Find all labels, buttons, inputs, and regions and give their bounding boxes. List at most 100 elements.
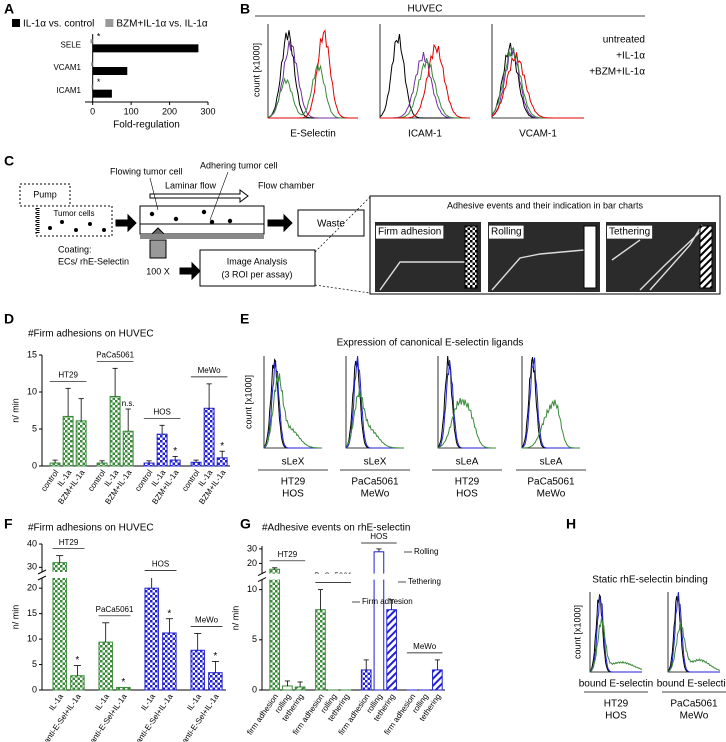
histogram-curve <box>667 622 721 672</box>
histogram-curve <box>589 595 642 673</box>
histogram-curve <box>263 358 322 449</box>
bar <box>52 562 67 691</box>
break-mark <box>37 575 47 581</box>
y-tick-label: 10 <box>247 584 257 594</box>
panel-title: Static rhE-selectin binding <box>592 575 708 586</box>
y-axis-label: n/ min <box>10 398 20 423</box>
label: Adhesive events and their indication in … <box>447 200 644 210</box>
bar <box>98 641 113 691</box>
y-axis-label: count [x1000] <box>572 605 582 659</box>
group-label: HT29 <box>278 550 298 559</box>
bar <box>208 672 223 691</box>
legend-label: +BZM+IL-1α <box>589 67 645 78</box>
panel-label: H <box>566 516 576 532</box>
event-key <box>583 225 597 289</box>
break-mark <box>37 569 47 575</box>
y-tick-label: 15 <box>27 608 37 618</box>
annotation: Tethering <box>408 577 441 586</box>
histogram-curve <box>437 359 496 449</box>
legend-swatch <box>105 19 114 27</box>
bar <box>91 84 93 89</box>
event-label-bg <box>376 225 444 239</box>
y-axis-label: count [x1000] <box>243 375 253 429</box>
bar <box>190 461 202 467</box>
analysis-box <box>199 249 316 287</box>
x-tick-label: 100 <box>124 106 139 116</box>
bar <box>92 89 112 98</box>
group-label: HT29 <box>59 538 79 547</box>
event-label-bg <box>489 225 524 239</box>
cell-line-label: PaCa5061 <box>351 477 399 488</box>
group-label: PaCa5061 <box>96 350 134 359</box>
cell-line-label: PaCa5061 <box>670 699 718 710</box>
cell-line-label: HOS <box>605 711 627 722</box>
label: Tumor cells <box>53 209 94 218</box>
bar <box>143 462 155 467</box>
cell-line-label: HT29 <box>604 699 629 710</box>
y-axis-label: n/ min <box>230 606 240 631</box>
cells <box>48 209 233 232</box>
bar <box>70 675 85 691</box>
x-axis-label: VCAM-1 <box>519 129 557 140</box>
legend-label: IL-1α vs. control <box>23 19 94 30</box>
significance-marker: * <box>121 677 125 688</box>
chart-title: #Firm adhesions on HUVEC <box>28 329 154 340</box>
histogram-curve <box>521 356 580 449</box>
event-label: Tethering <box>609 227 650 238</box>
histogram-curve <box>263 373 322 449</box>
y-tick-label: 5 <box>252 634 257 644</box>
bar <box>75 420 87 467</box>
bar <box>203 407 215 467</box>
bar <box>269 568 281 691</box>
axis-break <box>258 573 445 580</box>
bar <box>169 459 181 467</box>
legend-label: BZM+IL-1α vs. IL-1α <box>116 19 208 30</box>
endothelium <box>140 234 264 239</box>
significance-marker: * <box>97 77 101 87</box>
y-tick-label: VCAM1 <box>53 63 81 72</box>
events-box <box>369 195 721 295</box>
x-axis-label: bound E-selectin <box>579 679 654 690</box>
histogram-curve <box>491 52 584 119</box>
group-label: HOS <box>370 532 387 541</box>
x-axis-label: E-Selectin <box>290 129 336 140</box>
group-label: PaCa5061 <box>96 605 134 614</box>
bar <box>162 632 177 691</box>
label: Adhering tumor cell <box>200 160 278 170</box>
y-tick-label: 20 <box>247 558 257 568</box>
cell-line-label: MeWo <box>537 489 566 500</box>
histogram-curve <box>345 359 404 449</box>
significance-marker: * <box>75 655 79 666</box>
axis-break <box>38 572 226 578</box>
laminar-arrow <box>149 189 249 203</box>
y-axis-label: count [x1000] <box>251 43 261 97</box>
histogram-curve <box>268 29 358 119</box>
label: (3 ROI per assay) <box>221 269 292 279</box>
histogram-curve <box>267 30 358 119</box>
cell-line-label: HOS <box>456 489 478 500</box>
label: Pump <box>33 189 57 199</box>
reservoir-box <box>35 205 113 237</box>
group-label: MeWo <box>198 366 222 375</box>
y-tick-label: 10 <box>27 386 37 396</box>
bar <box>96 462 108 467</box>
histogram-curve <box>267 62 358 119</box>
panel-label: B <box>240 1 250 17</box>
bar <box>282 685 293 691</box>
histogram-curve <box>380 43 470 119</box>
group-label: HOS <box>152 560 169 569</box>
bar <box>116 686 131 691</box>
pointer <box>149 177 159 211</box>
annotation: Firm adhesion <box>362 597 413 606</box>
x-axis-label: sLeA <box>540 457 563 468</box>
cell-track <box>379 261 465 291</box>
chart-title: #Adhesive events on rhE-selectin <box>262 523 410 534</box>
x-axis-label: ICAM-1 <box>408 129 442 140</box>
label: Coating: <box>58 244 92 254</box>
event-key <box>464 225 478 289</box>
cell-line-label: PaCa5061 <box>527 477 575 488</box>
cell-line-label: HT29 <box>455 477 480 488</box>
event-key <box>699 225 713 289</box>
significance-marker: n.s. <box>122 399 135 408</box>
